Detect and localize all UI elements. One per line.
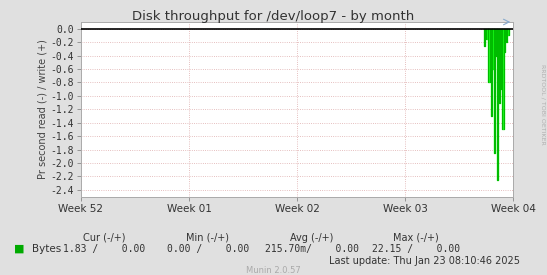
Text: ■: ■ bbox=[14, 244, 24, 254]
Text: Munin 2.0.57: Munin 2.0.57 bbox=[246, 266, 301, 274]
Text: 0.00 /    0.00: 0.00 / 0.00 bbox=[167, 244, 249, 254]
Text: Cur (-/+): Cur (-/+) bbox=[83, 233, 125, 243]
Text: RRDTOOL / TOBI OETIKER: RRDTOOL / TOBI OETIKER bbox=[541, 64, 546, 145]
Text: Disk throughput for /dev/loop7 - by month: Disk throughput for /dev/loop7 - by mont… bbox=[132, 10, 415, 23]
Text: 1.83 /    0.00: 1.83 / 0.00 bbox=[63, 244, 145, 254]
Text: 22.15 /    0.00: 22.15 / 0.00 bbox=[371, 244, 460, 254]
Text: Min (-/+): Min (-/+) bbox=[187, 233, 229, 243]
Y-axis label: Pr second read (-) / write (+): Pr second read (-) / write (+) bbox=[38, 39, 48, 179]
Text: Last update: Thu Jan 23 08:10:46 2025: Last update: Thu Jan 23 08:10:46 2025 bbox=[329, 256, 520, 266]
Text: Max (-/+): Max (-/+) bbox=[393, 233, 439, 243]
Text: Bytes: Bytes bbox=[32, 244, 61, 254]
Text: 215.70m/    0.00: 215.70m/ 0.00 bbox=[265, 244, 359, 254]
Text: Avg (-/+): Avg (-/+) bbox=[290, 233, 334, 243]
